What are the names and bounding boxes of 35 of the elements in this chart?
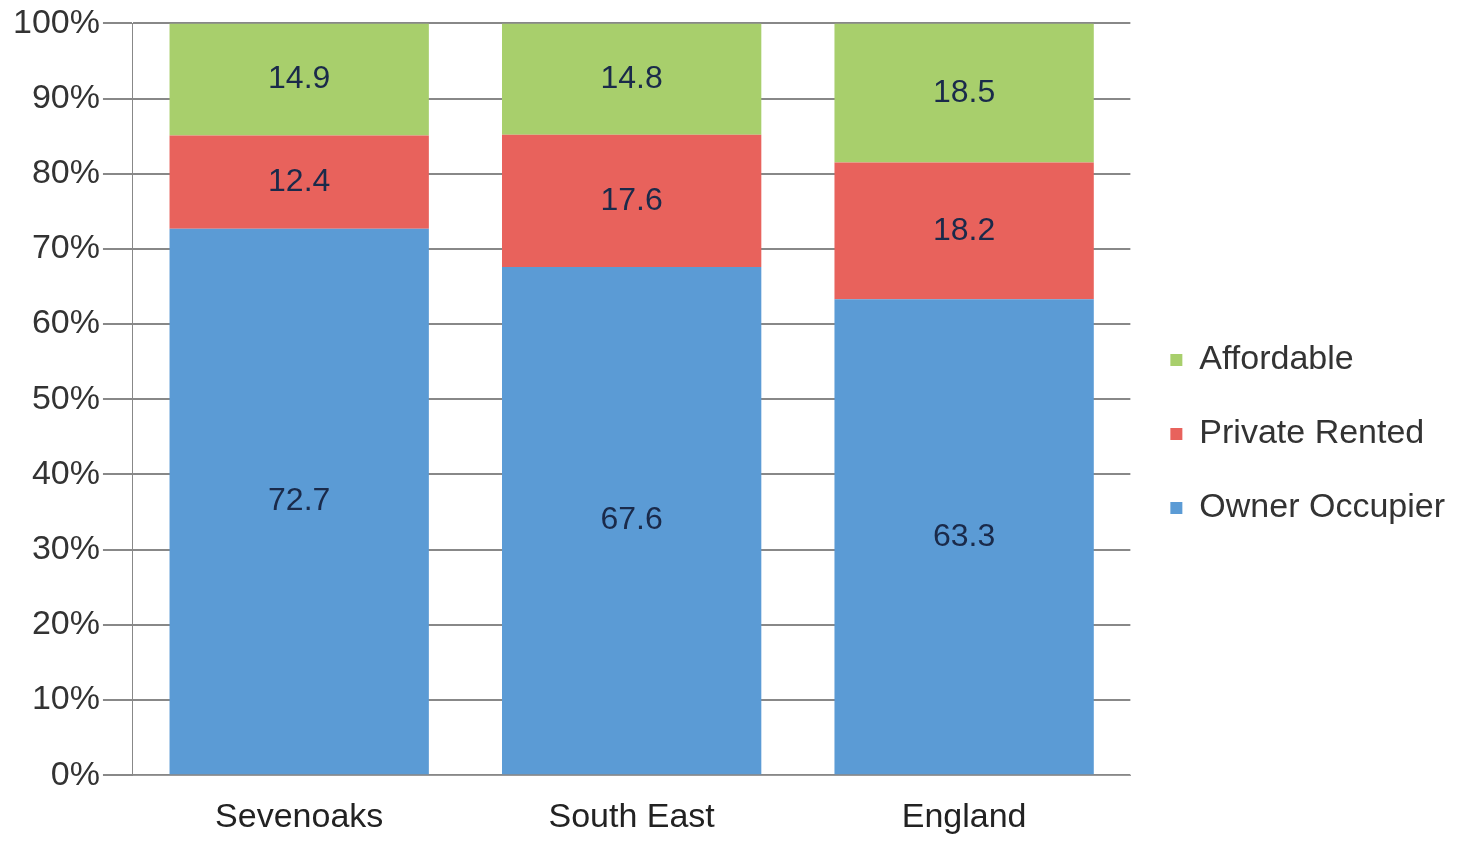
y-tick-label: 100% [12, 1, 100, 40]
legend-label: Private Rented [1199, 412, 1425, 451]
x-tick-label: South East [548, 795, 716, 834]
bar [834, 23, 1094, 163]
x-tick-label: England [901, 795, 1027, 834]
data-label: 18.5 [932, 72, 996, 109]
data-label: 63.3 [932, 516, 996, 553]
bar [169, 23, 429, 136]
y-tick-label: 60% [31, 302, 100, 341]
bar [169, 135, 429, 229]
bar [502, 266, 762, 775]
data-label: 67.6 [600, 500, 663, 537]
y-tick-label: 30% [31, 528, 100, 567]
y-tick-label: 40% [31, 452, 100, 491]
y-tick-label: 0% [50, 753, 100, 792]
y-tick-label: 20% [31, 603, 100, 642]
bar [834, 299, 1094, 775]
bar [834, 162, 1094, 300]
bar [502, 134, 762, 267]
y-tick-label: 80% [31, 152, 100, 191]
y-tick-label: 50% [31, 377, 100, 416]
y-tick-label: 10% [31, 678, 100, 717]
bar [169, 228, 429, 775]
legend-label: Owner Occupier [1199, 486, 1445, 525]
y-tick-label: 70% [31, 227, 100, 266]
bar [502, 23, 762, 135]
legend-label: Affordable [1199, 338, 1354, 377]
data-label: 17.6 [600, 180, 663, 217]
data-label: 18.2 [932, 210, 996, 247]
data-label: 14.9 [268, 59, 331, 96]
data-label: 72.7 [268, 481, 331, 518]
x-tick-label: Sevenoaks [215, 795, 384, 834]
y-tick-label: 90% [31, 76, 100, 115]
data-label: 14.8 [600, 58, 663, 95]
data-label: 12.4 [268, 161, 331, 198]
